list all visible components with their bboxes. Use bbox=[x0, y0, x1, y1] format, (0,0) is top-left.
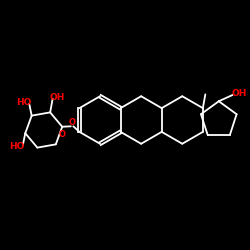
Text: O: O bbox=[58, 130, 66, 139]
Text: O: O bbox=[68, 118, 75, 127]
Text: OH: OH bbox=[50, 93, 65, 102]
Text: HO: HO bbox=[16, 98, 32, 107]
Text: HO: HO bbox=[10, 142, 25, 151]
Text: OH: OH bbox=[231, 89, 246, 98]
